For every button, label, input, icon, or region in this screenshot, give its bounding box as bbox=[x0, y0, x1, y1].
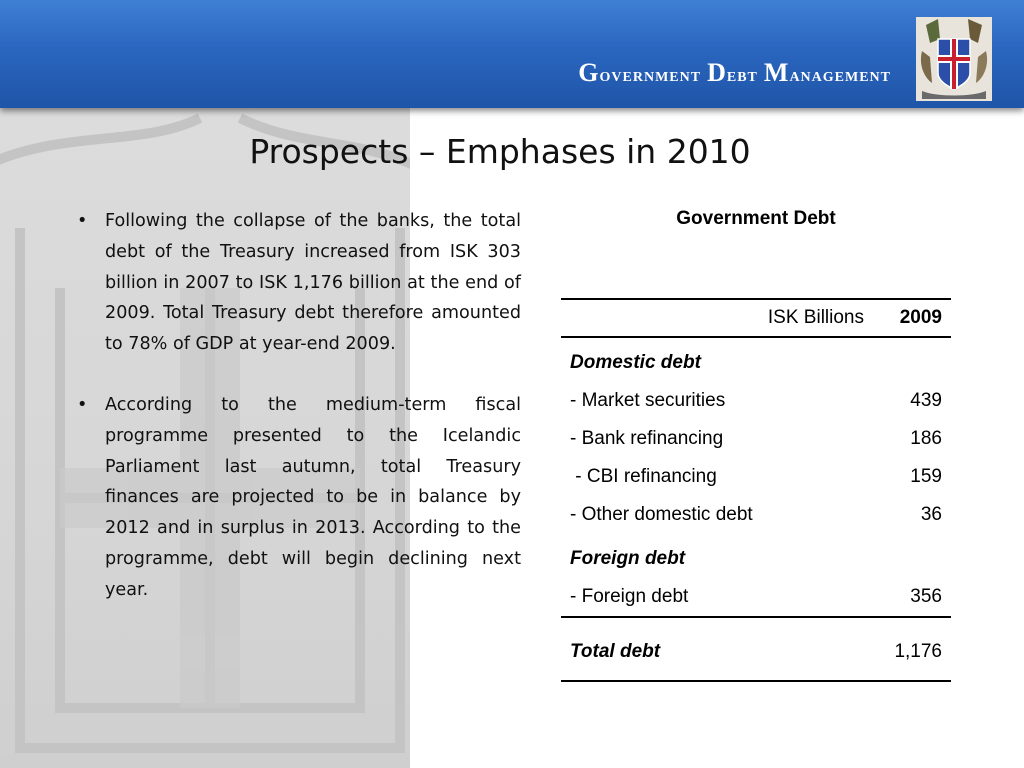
slide-title: Prospects – Emphases in 2010 bbox=[249, 132, 751, 171]
bullet-list: • Following the collapse of the banks, t… bbox=[75, 206, 521, 636]
row-label: - Market securities bbox=[570, 390, 726, 411]
background-watermark-panel bbox=[0, 108, 410, 768]
row-value: 36 bbox=[920, 504, 942, 525]
iceland-coat-of-arms-icon bbox=[916, 17, 992, 101]
government-debt-table: ISK Billions 2009 Domestic debt - Market… bbox=[561, 298, 951, 682]
table-caption: Government Debt bbox=[676, 208, 836, 229]
row-value: 159 bbox=[910, 466, 942, 487]
foreign-debt-heading: Foreign debt bbox=[570, 548, 686, 569]
row-value: 186 bbox=[910, 428, 942, 449]
bullet-symbol: • bbox=[77, 394, 88, 415]
bullet-item: • According to the medium-term fiscal pr… bbox=[75, 390, 521, 606]
bullet-symbol: • bbox=[77, 211, 88, 231]
government-debt-table-block: Government Debt ISK Billions 2009 Domest… bbox=[561, 206, 951, 682]
table-row: - Bank refinancing 186 bbox=[561, 420, 951, 458]
row-value: 439 bbox=[910, 390, 942, 411]
unit-label: ISK Billions bbox=[561, 298, 873, 338]
header-title-word-3: Management bbox=[763, 58, 891, 87]
table-header-row: ISK Billions 2009 bbox=[561, 298, 951, 338]
header-bar: Government Debt Management bbox=[0, 0, 1024, 108]
header-title: Government Debt Management bbox=[578, 58, 891, 88]
year-header: 2009 bbox=[873, 298, 951, 338]
total-value: 1,176 bbox=[873, 617, 951, 682]
section-heading-row: Foreign debt bbox=[561, 540, 951, 578]
row-label: - Foreign debt bbox=[561, 578, 873, 618]
bullet-text: According to the medium-term fiscal prog… bbox=[105, 394, 521, 600]
header-title-word-2: Debt bbox=[707, 58, 758, 87]
total-label: Total debt bbox=[561, 617, 873, 682]
row-label: - Other domestic debt bbox=[570, 504, 753, 525]
header-title-word-1: Government bbox=[578, 58, 702, 87]
row-value: 356 bbox=[873, 578, 951, 618]
section-heading-row: Domestic debt bbox=[561, 344, 951, 382]
table-row: - Other domestic debt 36 bbox=[561, 496, 951, 534]
table-row: - Market securities 439 bbox=[561, 382, 951, 420]
table-row: - Foreign debt 356 bbox=[561, 578, 951, 618]
domestic-debt-heading: Domestic debt bbox=[570, 352, 701, 373]
row-label: - CBI refinancing bbox=[570, 466, 717, 487]
row-label: - Bank refinancing bbox=[570, 428, 724, 449]
bullet-item: • Following the collapse of the banks, t… bbox=[75, 206, 521, 360]
table-row: - CBI refinancing 159 bbox=[561, 458, 951, 496]
bullet-text: Following the collapse of the banks, the… bbox=[105, 211, 521, 355]
coat-of-arms-watermark bbox=[0, 113, 410, 753]
total-row: Total debt 1,176 bbox=[561, 617, 951, 682]
